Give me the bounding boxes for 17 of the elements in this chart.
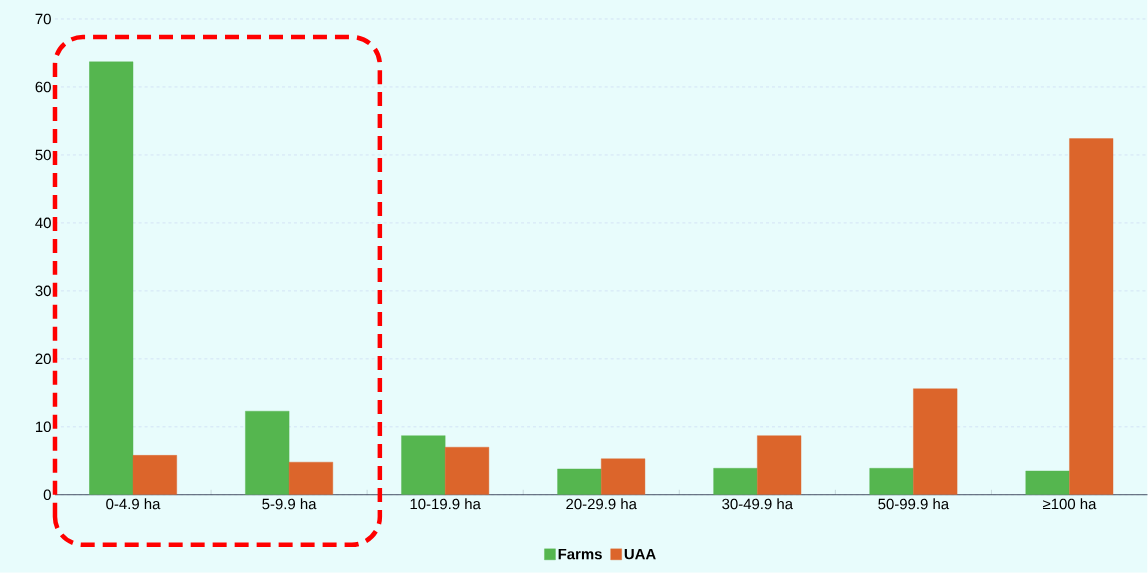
y-tick-label: 10	[36, 421, 51, 433]
x-tick-label: 20-29.9 ha	[566, 498, 637, 510]
legend-label: Farms	[558, 549, 602, 560]
y-tick-label: 30	[35, 285, 51, 297]
y-tick-label: 60	[35, 81, 51, 93]
x-tick-label: ≥100 ha	[1043, 498, 1097, 510]
y-tick-label: 20	[35, 353, 51, 365]
x-tick-label: 5-9.9 ha	[262, 498, 317, 510]
y-tick-label: 50	[35, 149, 51, 161]
y-tick-label: 0	[43, 489, 51, 501]
x-tick-label: 10-19.9 ha	[410, 498, 481, 510]
legend-label: UAA	[624, 549, 656, 560]
y-tick-label: 40	[35, 217, 51, 229]
x-tick-label: 0-4.9 ha	[106, 498, 161, 510]
y-tick-label: 70	[35, 13, 51, 25]
x-tick-label: 30-49.9 ha	[722, 498, 794, 510]
x-tick-label: 50-99.9 ha	[878, 498, 950, 510]
